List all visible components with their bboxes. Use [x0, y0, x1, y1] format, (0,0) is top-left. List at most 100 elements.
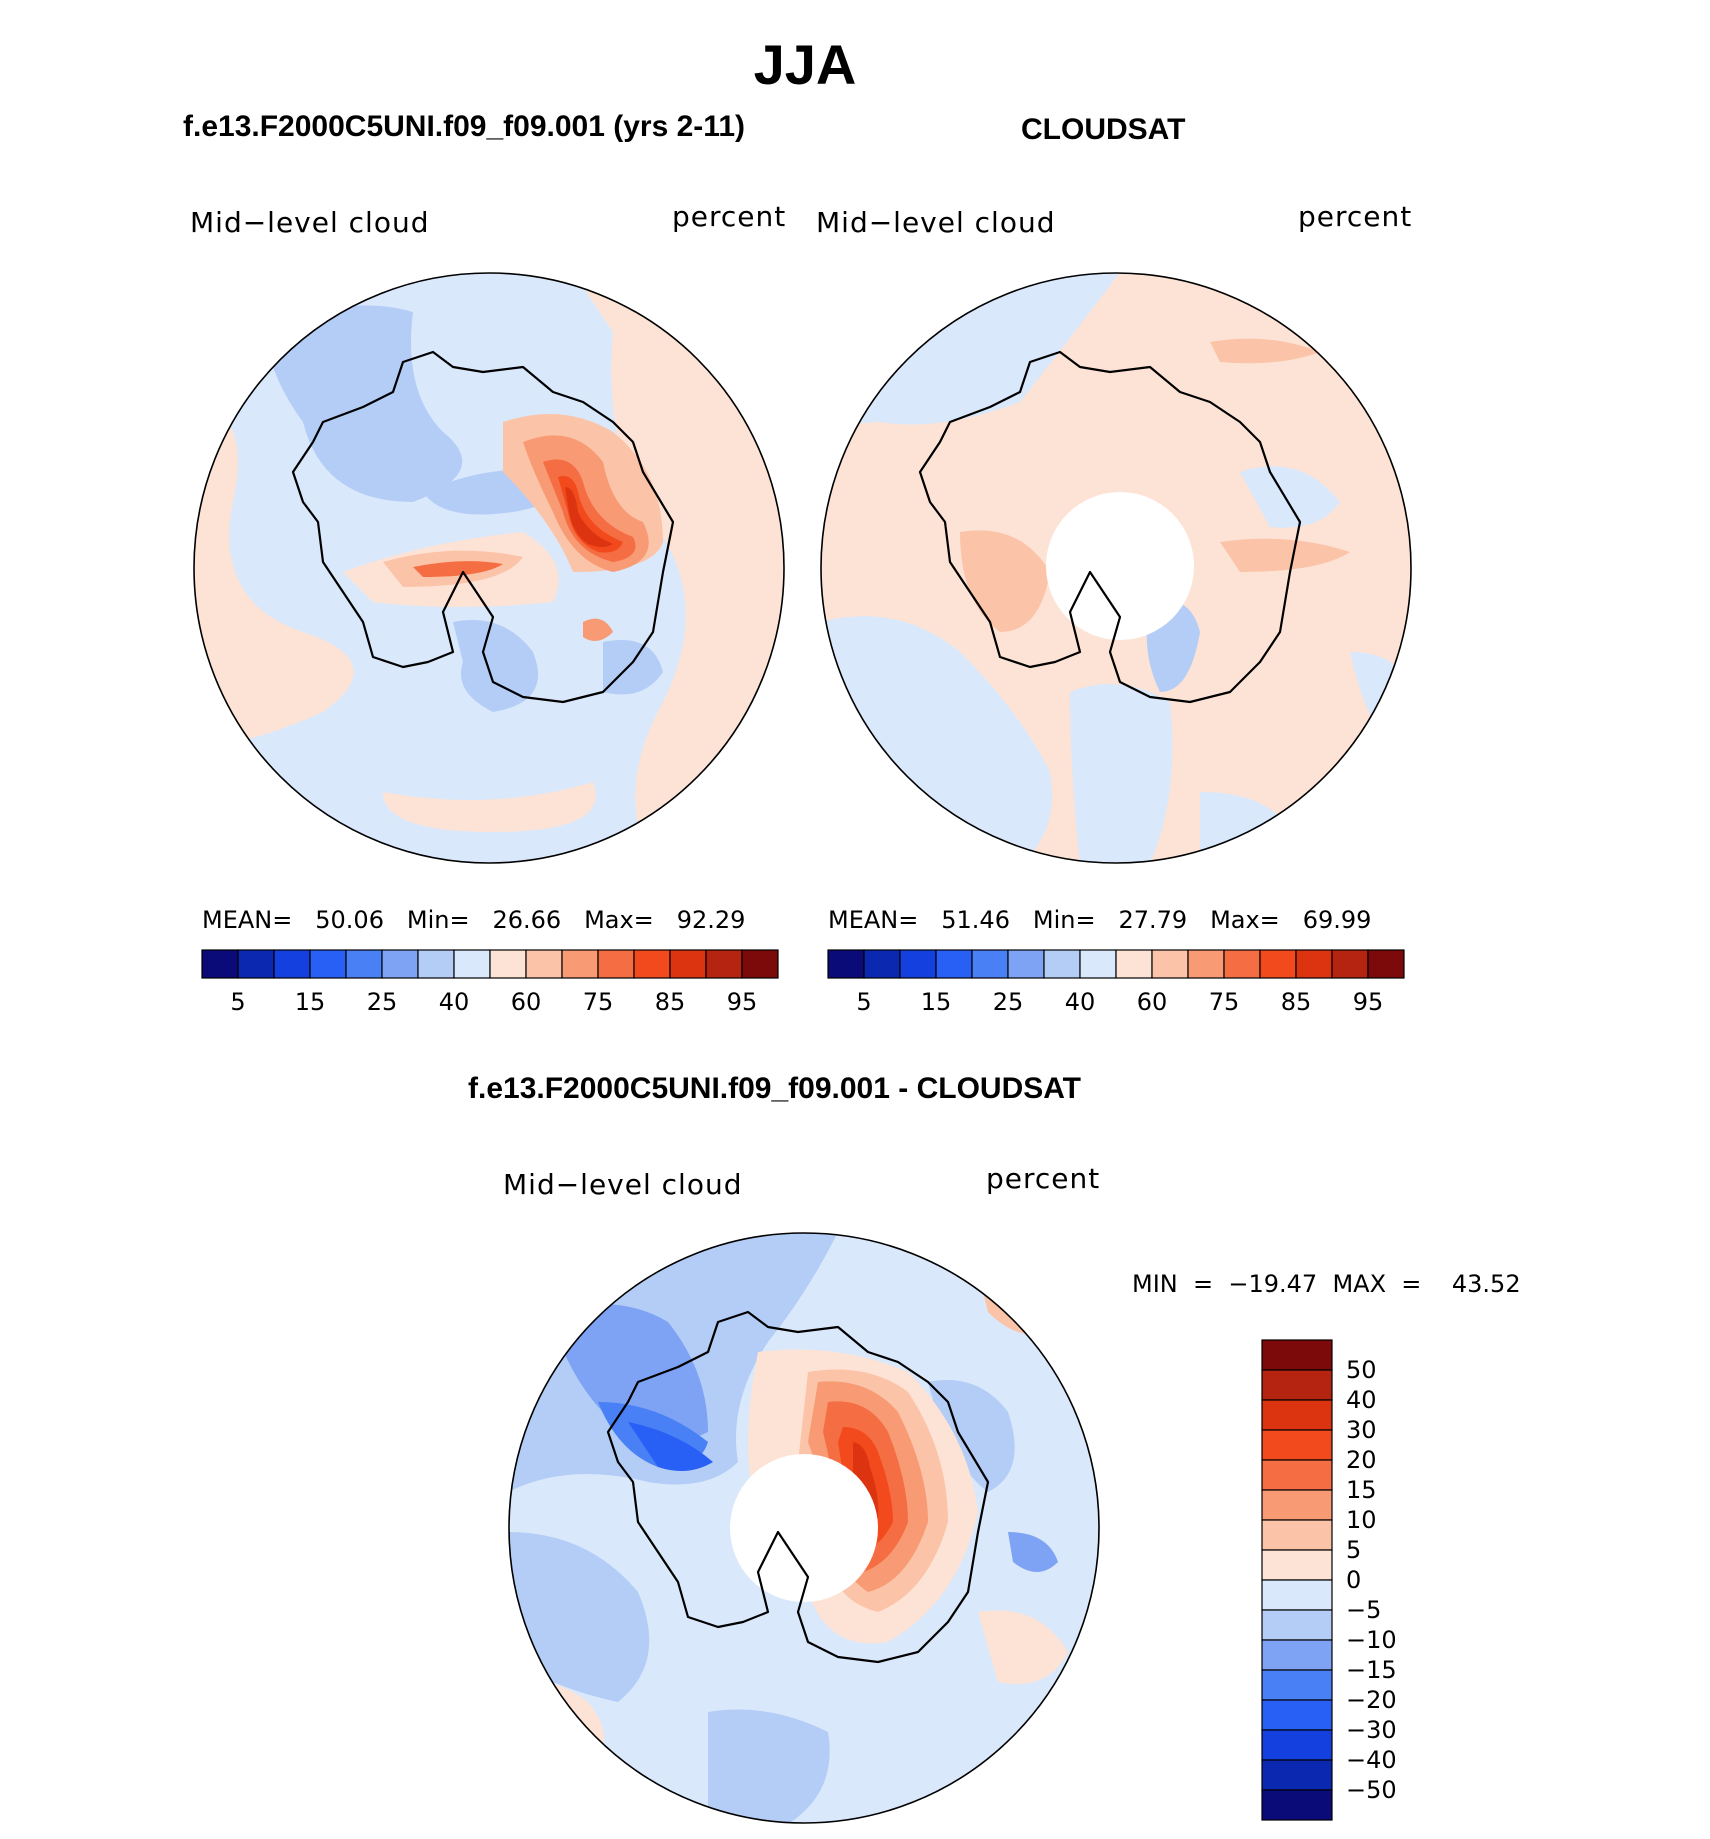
panel1-units-label: percent [672, 200, 787, 233]
panel1-case-title: f.e13.F2000C5UNI.f09_f09.001 (yrs 2-11) [183, 110, 746, 143]
panel2-variable-label: Mid−level cloud [816, 206, 1056, 239]
colorbar-tick-label: 15 [1346, 1476, 1377, 1504]
colorbar-cell [381, 949, 419, 979]
colorbar-cell [1261, 1729, 1333, 1761]
colorbar-cell [1331, 949, 1369, 979]
colorbar-cell [899, 949, 937, 979]
colorbar-tick-label: 15 [920, 988, 952, 1016]
colorbar-tick-label: 15 [294, 988, 326, 1016]
colorbar-cell [1261, 1669, 1333, 1701]
colorbar-cell [1261, 1549, 1333, 1581]
colorbar-cell [633, 949, 671, 979]
panel1-colorbar-ticks: 5 15 25 40 60 75 85 95 [202, 988, 778, 1018]
colorbar-cell [827, 949, 865, 979]
colorbar-tick-label: −15 [1346, 1656, 1397, 1684]
colorbar-cell [863, 949, 901, 979]
colorbar-cell [1187, 949, 1225, 979]
colorbar-tick-label: 75 [1208, 988, 1240, 1016]
colorbar-tick-label: 85 [1280, 988, 1312, 1016]
diff-polar-map [508, 1232, 1100, 1824]
colorbar-tick-label: 60 [1136, 988, 1168, 1016]
colorbar-tick-label: 30 [1346, 1416, 1377, 1444]
colorbar-cell [1261, 1759, 1333, 1791]
panel2-case-title: CLOUDSAT [1021, 113, 1186, 146]
colorbar-tick-label: −50 [1346, 1776, 1397, 1804]
colorbar-cell [1367, 949, 1405, 979]
colorbar-tick-label: 75 [582, 988, 614, 1016]
colorbar-cell [1261, 1369, 1333, 1401]
colorbar-tick-label: −30 [1346, 1716, 1397, 1744]
colorbar-tick-label: 10 [1346, 1506, 1377, 1534]
colorbar-cell [1261, 1579, 1333, 1611]
colorbar-cell [1295, 949, 1333, 979]
diff-variable-label: Mid−level cloud [503, 1168, 743, 1201]
colorbar-cell [1261, 1789, 1333, 1821]
colorbar-cell [1259, 949, 1297, 979]
panel2-stats: MEAN= 51.46 Min= 27.79 Max= 69.99 [828, 906, 1372, 934]
colorbar-tick-label: 25 [992, 988, 1024, 1016]
colorbar-tick-label: 50 [1346, 1356, 1377, 1384]
colorbar-tick-label: 20 [1346, 1446, 1377, 1474]
diff-minmax: MIN = −19.47 MAX = 43.52 [1132, 1270, 1521, 1298]
colorbar-cell [1261, 1609, 1333, 1641]
colorbar-cell [525, 949, 563, 979]
colorbar-tick-label: −20 [1346, 1686, 1397, 1714]
panel1-variable-label: Mid−level cloud [190, 206, 430, 239]
colorbar-cell [237, 949, 275, 979]
colorbar-cell [705, 949, 743, 979]
colorbar-cell [1261, 1339, 1333, 1371]
colorbar-cell [345, 949, 383, 979]
colorbar-tick-label: 5 [230, 988, 246, 1016]
colorbar-tick-label: 0 [1346, 1566, 1362, 1594]
colorbar-cell [597, 949, 635, 979]
colorbar-tick-label: 95 [1352, 988, 1384, 1016]
colorbar-cell [489, 949, 527, 979]
colorbar-cell [935, 949, 973, 979]
colorbar-cell [1261, 1519, 1333, 1551]
colorbar-cell [669, 949, 707, 979]
colorbar-tick-label: 5 [856, 988, 872, 1016]
colorbar-cell [1151, 949, 1189, 979]
diff-colorbar-ticks: 50 40 30 20 15 10 5 0 −5 −10 −15 −20 −30 −40 −50 [1346, 1340, 1456, 1820]
colorbar-cell [971, 949, 1009, 979]
panel1-polar-map [193, 272, 785, 864]
colorbar-cell [1223, 949, 1261, 979]
colorbar-tick-label: 40 [1346, 1386, 1377, 1414]
panel1-stats: MEAN= 50.06 Min= 26.66 Max= 92.29 [202, 906, 746, 934]
panel2-polar-map [820, 272, 1412, 864]
colorbar-tick-label: 25 [366, 988, 398, 1016]
diff-units-label: percent [986, 1162, 1101, 1195]
colorbar-cell [309, 949, 347, 979]
colorbar-cell [453, 949, 491, 979]
colorbar-tick-label: 85 [654, 988, 686, 1016]
colorbar-cell [1115, 949, 1153, 979]
panel2-colorbar [827, 949, 1405, 979]
colorbar-cell [1261, 1699, 1333, 1731]
panel2-units-label: percent [1298, 200, 1413, 233]
colorbar-cell [201, 949, 239, 979]
colorbar-cell [417, 949, 455, 979]
colorbar-cell [741, 949, 779, 979]
colorbar-tick-label: 95 [726, 988, 758, 1016]
colorbar-cell [273, 949, 311, 979]
colorbar-cell [561, 949, 599, 979]
colorbar-cell [1043, 949, 1081, 979]
panel2-colorbar-ticks: 5 15 25 40 60 75 85 95 [828, 988, 1404, 1018]
page-title: JJA [753, 33, 857, 96]
diff-colorbar [1261, 1339, 1333, 1821]
colorbar-tick-label: 60 [510, 988, 542, 1016]
colorbar-tick-label: −5 [1346, 1596, 1382, 1624]
colorbar-cell [1261, 1399, 1333, 1431]
colorbar-tick-label: 40 [1064, 988, 1096, 1016]
colorbar-cell [1261, 1429, 1333, 1461]
colorbar-cell [1261, 1639, 1333, 1671]
panel1-colorbar [201, 949, 779, 979]
diff-case-title: f.e13.F2000C5UNI.f09_f09.001 - CLOUDSAT [468, 1072, 1082, 1105]
colorbar-tick-label: 5 [1346, 1536, 1362, 1564]
colorbar-cell [1261, 1489, 1333, 1521]
colorbar-cell [1079, 949, 1117, 979]
colorbar-tick-label: −40 [1346, 1746, 1397, 1774]
colorbar-tick-label: 40 [438, 988, 470, 1016]
colorbar-cell [1007, 949, 1045, 979]
colorbar-tick-label: −10 [1346, 1626, 1397, 1654]
